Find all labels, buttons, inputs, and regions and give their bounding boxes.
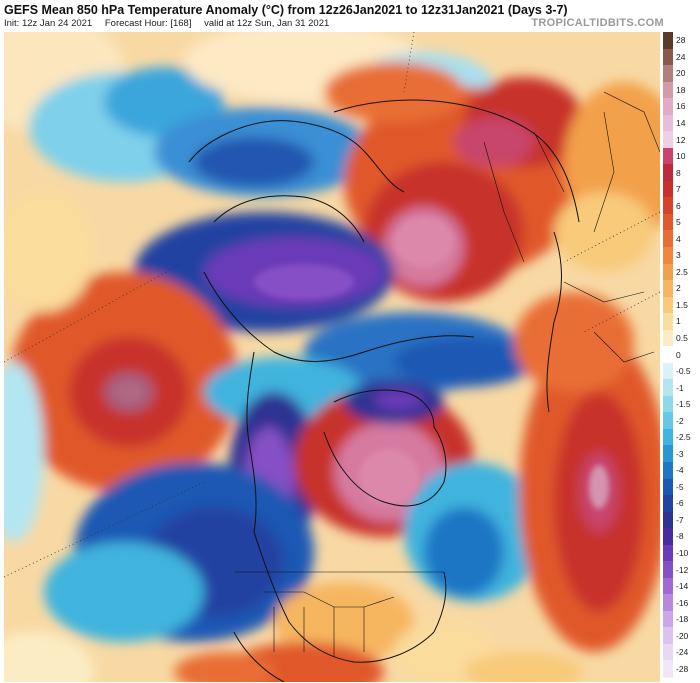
legend-label: 8 bbox=[676, 167, 681, 178]
legend-label: 1 bbox=[676, 316, 681, 327]
legend-label: -1 bbox=[676, 382, 684, 393]
legend-swatch bbox=[663, 544, 673, 563]
legend-swatch bbox=[663, 164, 673, 182]
legend-swatch bbox=[663, 313, 673, 331]
legend-swatch bbox=[663, 511, 673, 530]
legend-label: -2 bbox=[676, 415, 684, 426]
legend-label: 10 bbox=[676, 151, 686, 162]
legend-label: 1.5 bbox=[676, 299, 688, 310]
legend-swatch bbox=[663, 428, 673, 447]
legend-swatch bbox=[663, 379, 673, 397]
legend-swatch bbox=[663, 32, 673, 50]
legend-swatch bbox=[663, 462, 673, 480]
legend-label: 0 bbox=[676, 349, 681, 360]
legend-label: -20 bbox=[676, 630, 689, 641]
legend-label: 2 bbox=[676, 283, 681, 294]
legend-swatch bbox=[663, 98, 673, 116]
legend-label: -0.5 bbox=[676, 366, 691, 377]
legend-swatch bbox=[663, 395, 673, 414]
legend-swatch bbox=[663, 362, 673, 381]
site-brand: TROPICALTIDBITS.COM bbox=[531, 17, 664, 29]
legend-swatch bbox=[663, 643, 673, 662]
legend-label: -3 bbox=[676, 448, 684, 459]
legend-label: 14 bbox=[676, 117, 686, 128]
legend-label: -10 bbox=[676, 547, 689, 558]
legend-label: -5 bbox=[676, 481, 684, 492]
init-time: Init: 12z Jan 24 2021 bbox=[4, 18, 93, 29]
legend-swatch bbox=[663, 412, 673, 430]
legend-swatch bbox=[663, 329, 673, 348]
forecast-hour: Forecast Hour: [168] bbox=[104, 18, 192, 29]
legend-swatch bbox=[663, 230, 673, 248]
legend-swatch bbox=[663, 478, 673, 497]
anomaly-detail bbox=[115, 217, 609, 509]
legend-label: 3 bbox=[676, 250, 681, 261]
borders bbox=[234, 91, 660, 657]
legend-label: -18 bbox=[676, 614, 689, 625]
valid-time: valid at 12z Sun, Jan 31 2021 bbox=[204, 18, 330, 29]
map-header: GEFS Mean 850 hPa Temperature Anomaly (°… bbox=[0, 0, 700, 32]
legend-label: 18 bbox=[676, 84, 686, 95]
legend-label: -24 bbox=[676, 647, 689, 658]
legend-swatch bbox=[663, 263, 673, 282]
legend-swatch bbox=[663, 247, 673, 265]
legend-label: -6 bbox=[676, 498, 684, 509]
color-legend: 28 24 20 18 16 14 12 10 8 7 6 5 4 3 2.5 2 1.5 1 0.5 0 -0.5 -1… bbox=[663, 32, 700, 682]
legend-label: 4 bbox=[676, 233, 681, 244]
anomaly-field-svg bbox=[4, 32, 660, 682]
legend-label: 2.5 bbox=[676, 266, 688, 277]
legend-label: 24 bbox=[676, 51, 686, 62]
legend-label: 0.5 bbox=[676, 332, 688, 343]
legend-swatch bbox=[663, 445, 673, 463]
legend-label: 28 bbox=[676, 35, 686, 46]
legend-swatch bbox=[663, 48, 673, 67]
legend-label: -8 bbox=[676, 531, 684, 542]
legend-label: -12 bbox=[676, 564, 689, 575]
legend-label: 7 bbox=[676, 184, 681, 195]
legend-swatch bbox=[663, 296, 673, 315]
coastlines bbox=[188, 99, 580, 682]
legend-swatch bbox=[663, 610, 673, 629]
legend-swatch bbox=[663, 65, 673, 83]
legend-swatch bbox=[663, 594, 673, 612]
legend-swatch bbox=[663, 660, 673, 678]
legend-label: -2.5 bbox=[676, 432, 691, 443]
legend-label: 12 bbox=[676, 134, 686, 145]
legend-swatch bbox=[663, 280, 673, 298]
legend-label: -1.5 bbox=[676, 399, 691, 410]
legend-swatch bbox=[663, 81, 673, 100]
legend-swatch bbox=[663, 180, 673, 199]
legend-swatch bbox=[663, 147, 673, 166]
legend-label: -16 bbox=[676, 597, 689, 608]
legend-label: -7 bbox=[676, 514, 684, 525]
legend-swatch bbox=[663, 577, 673, 596]
legend-swatch bbox=[663, 131, 673, 149]
legend-swatch bbox=[663, 627, 673, 645]
meridians bbox=[4, 32, 660, 578]
legend-swatch bbox=[663, 114, 673, 133]
legend-label: 20 bbox=[676, 68, 686, 79]
legend-label: 6 bbox=[676, 200, 681, 211]
legend-swatch bbox=[663, 495, 673, 513]
legend-swatch bbox=[663, 346, 673, 364]
legend-label: 5 bbox=[676, 217, 681, 228]
anomaly-blobs bbox=[4, 32, 660, 682]
legend-swatch bbox=[663, 213, 673, 232]
legend-swatch bbox=[663, 528, 673, 546]
legend-label: -14 bbox=[676, 581, 689, 592]
legend-swatch bbox=[663, 561, 673, 579]
map-subtitle: Init: 12z Jan 24 2021 Forecast Hour: [16… bbox=[4, 18, 339, 29]
legend-label: -4 bbox=[676, 465, 684, 476]
legend-label: -28 bbox=[676, 663, 689, 674]
map-title: GEFS Mean 850 hPa Temperature Anomaly (°… bbox=[4, 3, 568, 17]
legend-swatch bbox=[663, 197, 673, 215]
anomaly-map bbox=[4, 32, 660, 682]
legend-label: 16 bbox=[676, 101, 686, 112]
